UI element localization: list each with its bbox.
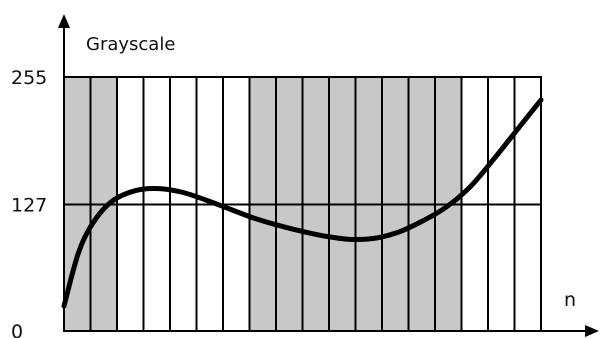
y-tick-labels: 0 127 255 — [11, 67, 47, 338]
x-axis-label: n — [564, 289, 576, 311]
x-axis-arrow-icon — [585, 325, 599, 337]
y-tick-label: 127 — [11, 194, 47, 216]
series-line — [61, 97, 544, 309]
y-tick-label: 0 — [11, 321, 23, 338]
y-axis-arrow-icon — [58, 14, 70, 28]
y-axis-label: Grayscale — [86, 34, 175, 55]
y-tick-label: 255 — [11, 67, 47, 89]
